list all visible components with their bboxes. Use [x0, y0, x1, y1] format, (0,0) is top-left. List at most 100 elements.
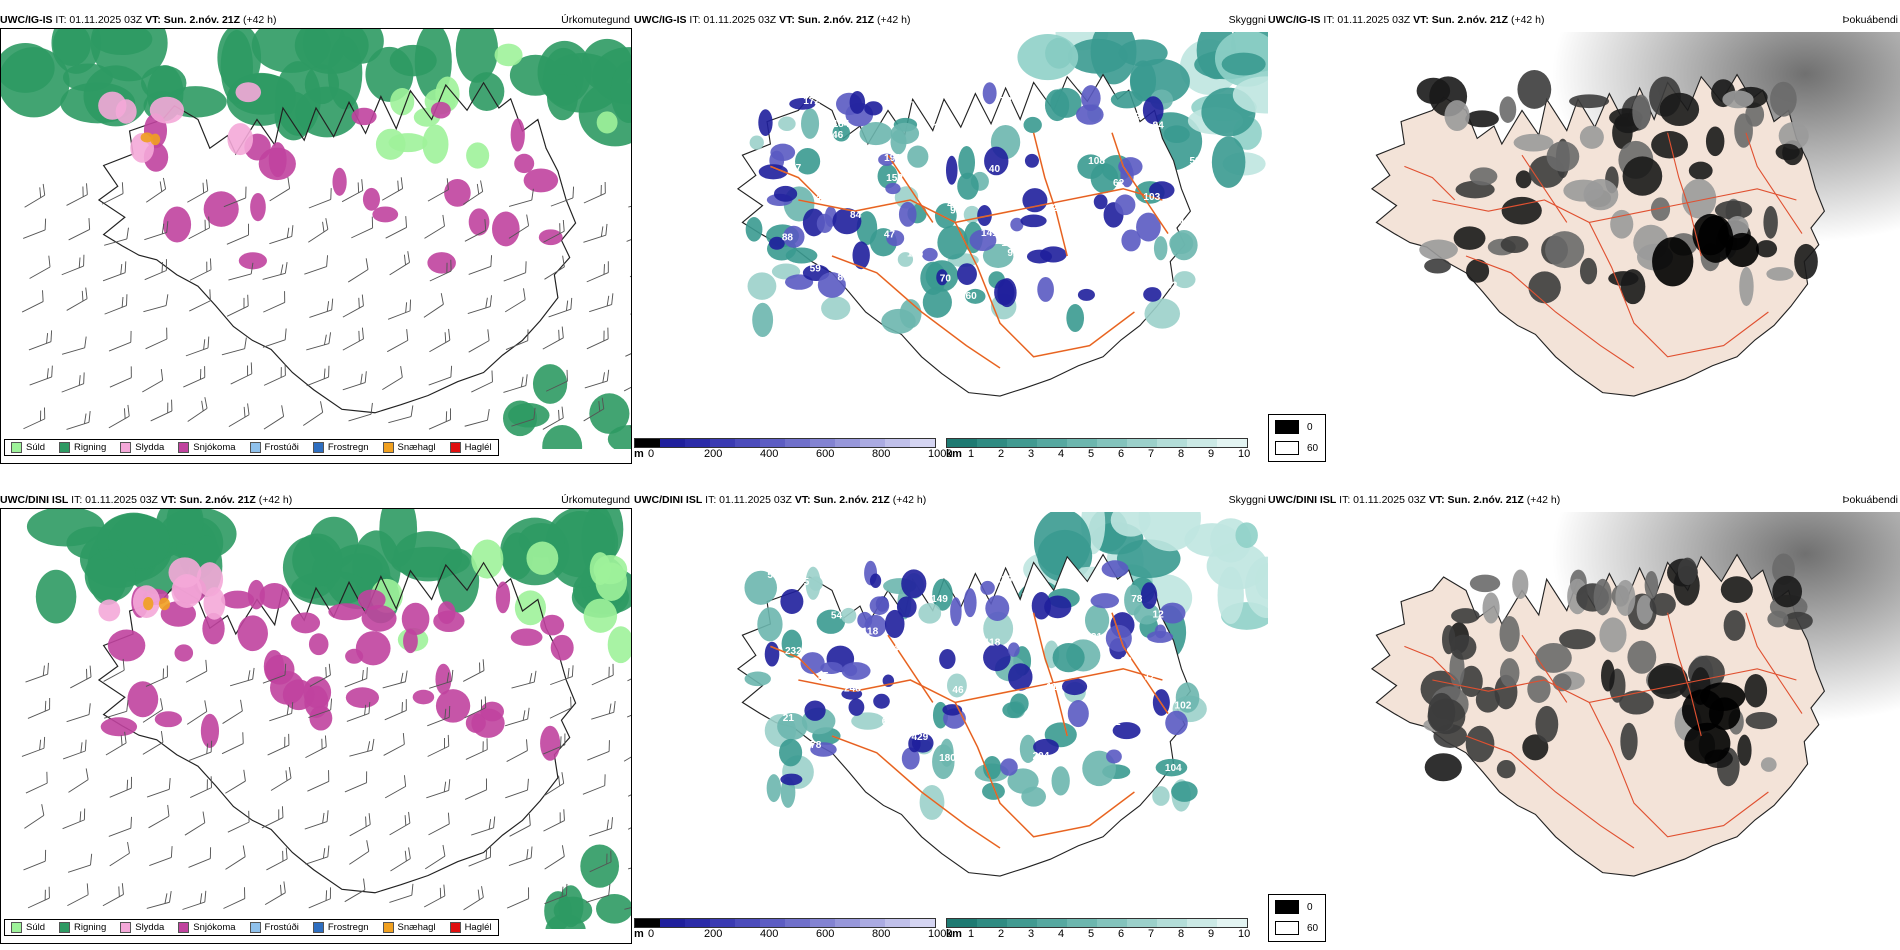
init-label: IT:: [1336, 494, 1354, 506]
rain-area: [84, 549, 136, 602]
colorbar-tick: 1: [968, 448, 975, 460]
low-cloud-area: [810, 742, 837, 757]
sleet-area: [235, 82, 262, 103]
wind-barb: [384, 699, 407, 721]
low-visibility-area: [1044, 89, 1070, 122]
wind-barb: [223, 186, 247, 208]
visibility-map[interactable]: 125 146 152 93 92 51 52 53 46 47 70 73 49 62 64 59 58 100…: [634, 32, 1268, 432]
cloud-base-label: 78: [1131, 594, 1143, 605]
low-visibility-area: [1090, 32, 1137, 85]
legend-swatch: [59, 442, 71, 453]
wind-barb: [185, 659, 208, 683]
low-visibility-area: [749, 135, 764, 150]
snow-area: [523, 168, 559, 193]
panel-title: Úrkomutegund: [561, 494, 630, 506]
fog-index-area: [1512, 569, 1529, 600]
fog-index-area: [1451, 608, 1480, 624]
colorbar-tick: 9: [1208, 448, 1215, 460]
fog-index-area: [1619, 690, 1654, 715]
colorbar-unit: km: [946, 448, 962, 460]
snow-pellet-area: [140, 132, 154, 143]
fog-legend-item: 60: [1275, 441, 1318, 455]
fog-index-map[interactable]: [1268, 512, 1900, 932]
fog-index-area: [1763, 206, 1778, 239]
fog-index-area: [1766, 267, 1794, 281]
wind-barb: [464, 408, 490, 427]
fog-legend-item: 0: [1275, 900, 1313, 914]
sleet-area: [168, 557, 202, 588]
legend-item: Frostregn: [312, 922, 369, 933]
fog-index-area: [1469, 574, 1501, 593]
low-cloud-area: [896, 596, 917, 618]
fog-index-area: [1427, 698, 1466, 735]
road-line: [1033, 132, 1068, 257]
wind-barb: [68, 768, 89, 793]
road-line: [1111, 612, 1169, 714]
snow-area: [100, 717, 138, 737]
cloud-base-label: 44: [893, 644, 905, 655]
legend-label: Slydda: [135, 442, 165, 454]
fog-index-map[interactable]: [1268, 32, 1900, 452]
precip-type-panel: UWC/IG-IS IT: 01.11.2025 03Z VT: Sun. 2.…: [0, 14, 632, 464]
lead-time: (+42 h): [892, 494, 927, 506]
wind-barb: [341, 179, 364, 203]
snow-area: [538, 229, 563, 246]
wind-barb: [109, 841, 130, 867]
visibility-map[interactable]: 53 54 44 46 68 56 78 88 95 67 180 119 154 13 102 278 301…: [634, 512, 1268, 912]
wind-barb: [467, 295, 492, 314]
wind-barb: [150, 399, 173, 422]
fog-index-area: [1453, 226, 1486, 250]
road-line: [1465, 735, 1635, 849]
panel-title: Þokuábendi: [1842, 14, 1898, 26]
low-visibility-area: [851, 712, 885, 730]
snow-area: [401, 602, 430, 636]
fog-index-area: [1627, 640, 1657, 674]
colorbar-unit: m: [634, 448, 644, 460]
fog-index-area: [1559, 629, 1596, 650]
wind-barb: [429, 328, 451, 353]
low-visibility-area: [1152, 786, 1170, 806]
low-cloud-area: [901, 747, 920, 770]
fog-index-area: [1737, 734, 1752, 766]
wind-barb: [630, 304, 631, 315]
wind-barb: [471, 816, 496, 836]
cloud-base-label: 68: [1005, 734, 1017, 745]
wind-barb: [226, 223, 249, 245]
wind-barb: [344, 771, 368, 793]
fog-index-area: [1681, 178, 1717, 219]
snow-area: [258, 147, 296, 181]
precip-map[interactable]: [1, 29, 631, 449]
fog-index-area: [1794, 243, 1818, 280]
legend-swatch: [382, 922, 394, 933]
wind-barb: [262, 663, 287, 684]
low-cloud-area: [1020, 214, 1047, 228]
wind-barb: [25, 771, 48, 794]
precip-map[interactable]: [1, 509, 631, 929]
low-cloud-area: [780, 773, 803, 786]
cloud-base-label: 103: [1021, 176, 1038, 187]
wind-barb: [189, 258, 212, 281]
wind-barb: [62, 808, 86, 830]
colorbar-segment: [1217, 919, 1247, 927]
fog-index-area: [1499, 96, 1517, 123]
wind-barb: [627, 669, 631, 682]
fog-legend-item: 0: [1275, 420, 1313, 434]
init-time: 01.11.2025 03Z: [85, 494, 161, 506]
low-visibility-area: [1033, 512, 1091, 576]
wind-barb: [429, 259, 452, 282]
cloud-base-label: 125: [767, 81, 784, 92]
wind-barb: [304, 810, 329, 830]
legend-swatch: [1275, 420, 1299, 434]
wind-barb: [66, 183, 88, 206]
cloud-base-label: 75: [857, 142, 869, 153]
colorbar-segment: [947, 919, 977, 927]
wind-barb: [28, 330, 53, 351]
panel-header: UWC/DINI ISL IT: 01.11.2025 03Z VT: Sun.…: [0, 494, 292, 507]
valid-label: VT:: [1413, 14, 1432, 26]
low-visibility-area: [1171, 781, 1198, 802]
wind-barb: [505, 778, 529, 799]
colorbar-tick: 200: [704, 928, 723, 940]
rain-area: [226, 72, 296, 126]
low-visibility-area: [781, 629, 803, 658]
colorbar-tick: 400: [760, 928, 779, 940]
